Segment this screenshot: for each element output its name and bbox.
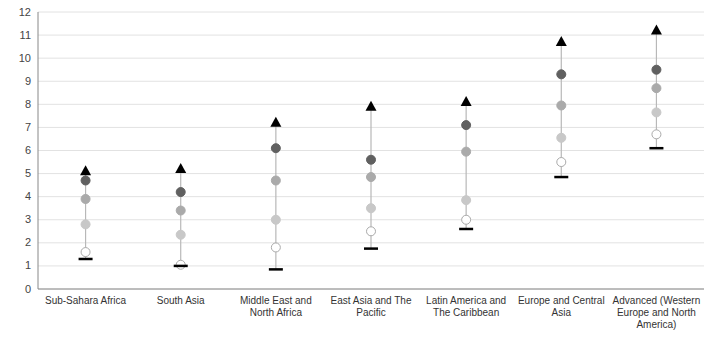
grid-line: [38, 81, 704, 82]
x-tick-label: Europe and CentralAsia: [518, 295, 605, 318]
x-tick-label: Latin America andThe Caribbean: [426, 295, 506, 318]
y-tick-label: 2: [25, 236, 31, 248]
x-tick-label: Sub-Sahara Africa: [45, 295, 127, 306]
series: [81, 65, 661, 196]
triangle-marker: [80, 165, 91, 175]
y-tick-label: 6: [25, 144, 31, 156]
circle-marker: [557, 158, 566, 167]
y-tick-label: 3: [25, 213, 31, 225]
circle-marker: [652, 65, 661, 74]
grid-line: [38, 12, 704, 13]
triangle-marker: [556, 36, 567, 46]
triangle-marker: [651, 24, 662, 34]
triangle-marker: [461, 96, 472, 106]
dash-marker: [459, 228, 473, 231]
y-tick-label: 5: [25, 167, 31, 179]
circle-marker: [557, 101, 566, 110]
y-tick-label: 10: [19, 52, 31, 64]
y-tick-label: 8: [25, 98, 31, 110]
dash-marker: [79, 258, 93, 261]
series: [80, 24, 662, 175]
series: [81, 84, 661, 215]
circle-marker: [367, 227, 376, 236]
y-tick-label: 12: [19, 6, 31, 18]
circle-marker: [271, 215, 280, 224]
circle-marker: [367, 155, 376, 164]
circle-marker: [652, 108, 661, 117]
circle-marker: [81, 194, 90, 203]
dash-marker: [269, 268, 283, 271]
circle-marker: [81, 248, 90, 257]
y-axis: 0123456789101112: [19, 6, 704, 295]
dash-marker: [554, 176, 568, 179]
series: [81, 108, 661, 239]
triangle-marker: [270, 117, 281, 127]
x-tick-label: East Asia and ThePacific: [331, 295, 412, 318]
circle-marker: [271, 176, 280, 185]
series: [79, 148, 664, 269]
circle-marker: [271, 144, 280, 153]
x-tick-label: South Asia: [157, 295, 205, 306]
y-tick-label: 1: [25, 259, 31, 271]
marks: [79, 24, 664, 269]
range-line: [180, 169, 181, 266]
grid-line: [38, 265, 704, 266]
x-tick-label: Advanced (WesternEurope and NorthAmerica…: [613, 295, 701, 330]
circle-marker: [81, 176, 90, 185]
dash-marker: [364, 247, 378, 250]
circle-marker: [176, 188, 185, 197]
circle-marker: [367, 173, 376, 182]
y-axis-line: [38, 12, 39, 289]
x-axis: Sub-Sahara Africa South Asia Middle East a…: [45, 295, 700, 330]
circle-marker: [652, 130, 661, 139]
grid-line: [38, 35, 704, 36]
circle-marker: [462, 215, 471, 224]
triangle-marker: [366, 101, 377, 111]
circle-marker: [462, 147, 471, 156]
y-tick-label: 0: [25, 283, 31, 295]
circle-marker: [271, 243, 280, 252]
circle-marker: [652, 84, 661, 93]
grid-line: [38, 58, 704, 59]
circle-marker: [176, 230, 185, 239]
x-axis-line: [38, 289, 704, 290]
triangle-marker: [175, 163, 186, 173]
series: [81, 130, 661, 269]
circle-marker: [557, 133, 566, 142]
circle-marker: [462, 121, 471, 130]
grid-line: [38, 289, 704, 290]
dash-marker: [649, 147, 663, 150]
y-tick-label: 11: [20, 29, 31, 41]
y-tick-label: 9: [25, 75, 31, 87]
x-tick-label: Middle East andNorth Africa: [240, 295, 312, 318]
circle-marker: [176, 206, 185, 215]
circle-marker: [462, 196, 471, 205]
y-tick-label: 7: [25, 121, 31, 133]
circle-marker: [367, 204, 376, 213]
chart: 0123456789101112Sub-Sahara AfricaSouth A…: [0, 0, 714, 351]
circle-marker: [557, 70, 566, 79]
circle-marker: [81, 220, 90, 229]
dash-marker: [174, 265, 188, 268]
y-tick-label: 4: [25, 190, 31, 202]
